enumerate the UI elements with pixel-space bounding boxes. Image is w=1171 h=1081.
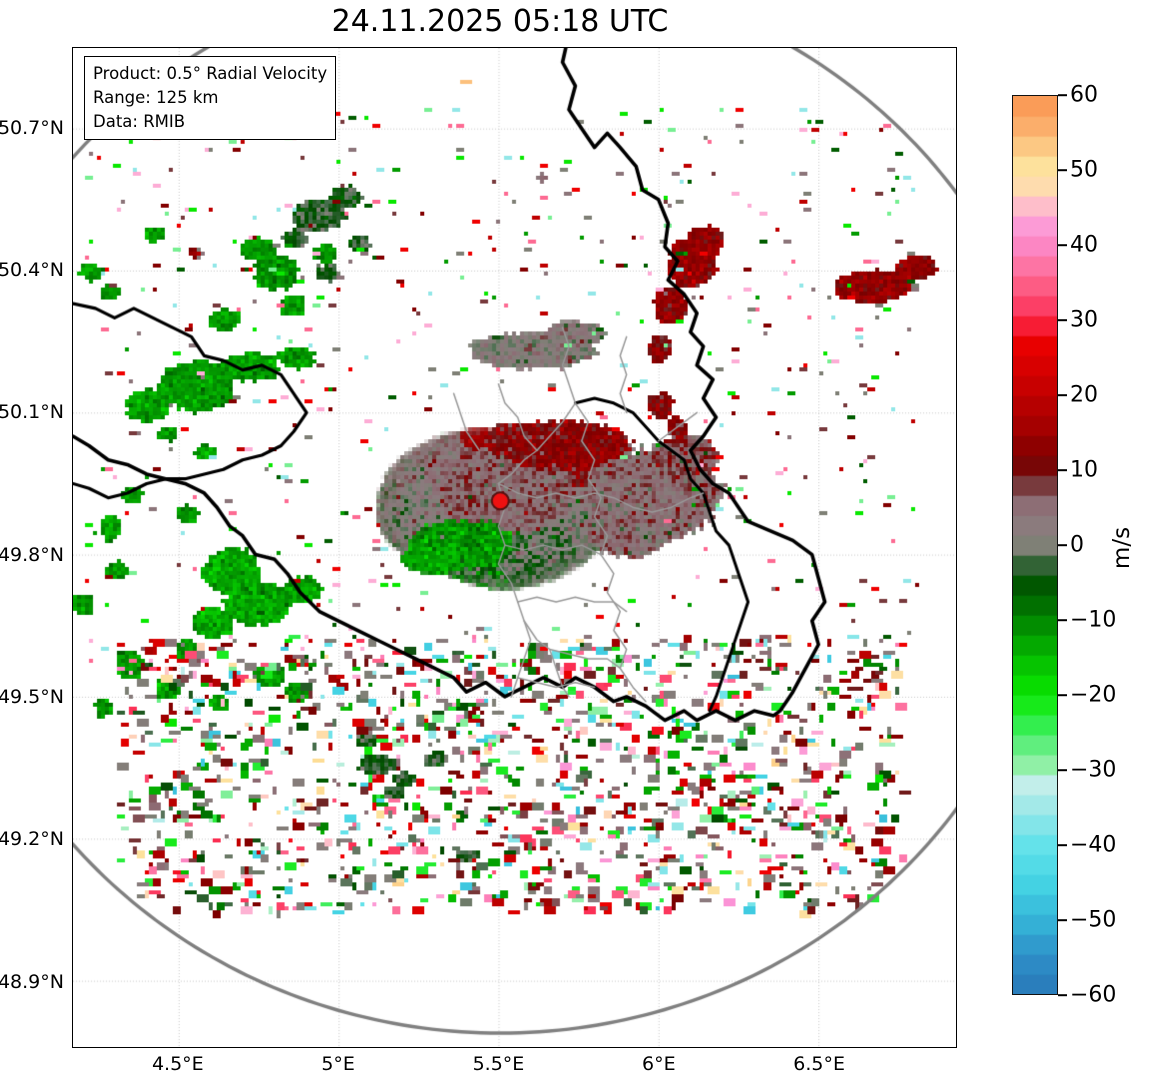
colorbar-tick-mark (1058, 319, 1067, 321)
colorbar-tick-mark (1058, 244, 1067, 246)
latitude-tick-label: 48.9°N (0, 970, 64, 993)
colorbar-tick-label: 20 (1070, 382, 1098, 408)
colorbar-tick-mark (1058, 394, 1067, 396)
colorbar[interactable] (1012, 95, 1058, 995)
radar-reflectivity-canvas (73, 48, 956, 1047)
longitude-tick-label: 6°E (641, 1053, 676, 1075)
colorbar-tick-mark (1058, 619, 1067, 621)
colorbar-tick-mark (1058, 94, 1067, 96)
colorbar-tick-label: −30 (1070, 757, 1117, 783)
latitude-axis: 50.7°N 50.4°N 50.1°N 49.8°N 49.5°N 49.2°N 48.9… (0, 0, 72, 1081)
colorbar-tick-mark (1058, 469, 1067, 471)
info-range-line: Range: 125 km (93, 87, 219, 107)
longitude-tick-label: 6.5°E (793, 1053, 845, 1075)
info-product-line: Product: 0.5° Radial Velocity (93, 64, 328, 83)
latitude-tick-label: 49.5°N (0, 685, 64, 708)
colorbar-tick-mark (1058, 169, 1067, 171)
colorbar-tick-mark (1058, 919, 1067, 921)
colorbar-tick-label: 0 (1070, 532, 1084, 558)
latitude-tick-label: 49.8°N (0, 543, 64, 566)
colorbar-tick-mark (1058, 844, 1067, 846)
longitude-tick-label: 4.5°E (151, 1053, 204, 1075)
colorbar-unit-label: m/s (1109, 526, 1135, 570)
colorbar-tick-mark (1058, 994, 1067, 996)
colorbar-tick-label: 60 (1070, 82, 1098, 108)
colorbar-tick-mark (1058, 694, 1067, 696)
latitude-tick-label: 50.1°N (0, 401, 64, 424)
colorbar-tick-label: 30 (1070, 307, 1098, 333)
latitude-tick-label: 50.4°N (0, 258, 64, 281)
colorbar-tick-label: −50 (1070, 907, 1117, 933)
page-title: 24.11.2025 05:18 UTC (331, 4, 669, 39)
colorbar-tick-label: −10 (1070, 607, 1117, 633)
colorbar-tick-label: −40 (1070, 832, 1117, 858)
colorbar-gradient (1013, 96, 1057, 994)
product-info-box: Product: 0.5° Radial Velocity Range: 125… (84, 56, 337, 141)
colorbar-tick-label: −20 (1070, 682, 1117, 708)
latitude-tick-label: 50.7°N (0, 116, 64, 139)
colorbar-tick-label: 50 (1070, 157, 1098, 183)
colorbar-tick-label: 40 (1070, 232, 1098, 258)
latitude-tick-label: 49.2°N (0, 828, 64, 851)
radar-plot-area[interactable] (72, 47, 957, 1048)
longitude-tick-label: 5.5°E (472, 1053, 525, 1075)
colorbar-tick-mark (1058, 544, 1067, 546)
colorbar-tick-label: 10 (1070, 457, 1098, 483)
longitude-tick-label: 5°E (321, 1053, 355, 1075)
colorbar-tick-label: −60 (1070, 982, 1117, 1008)
info-data-line: Data: RMIB (93, 111, 186, 131)
colorbar-tick-mark (1058, 769, 1067, 771)
